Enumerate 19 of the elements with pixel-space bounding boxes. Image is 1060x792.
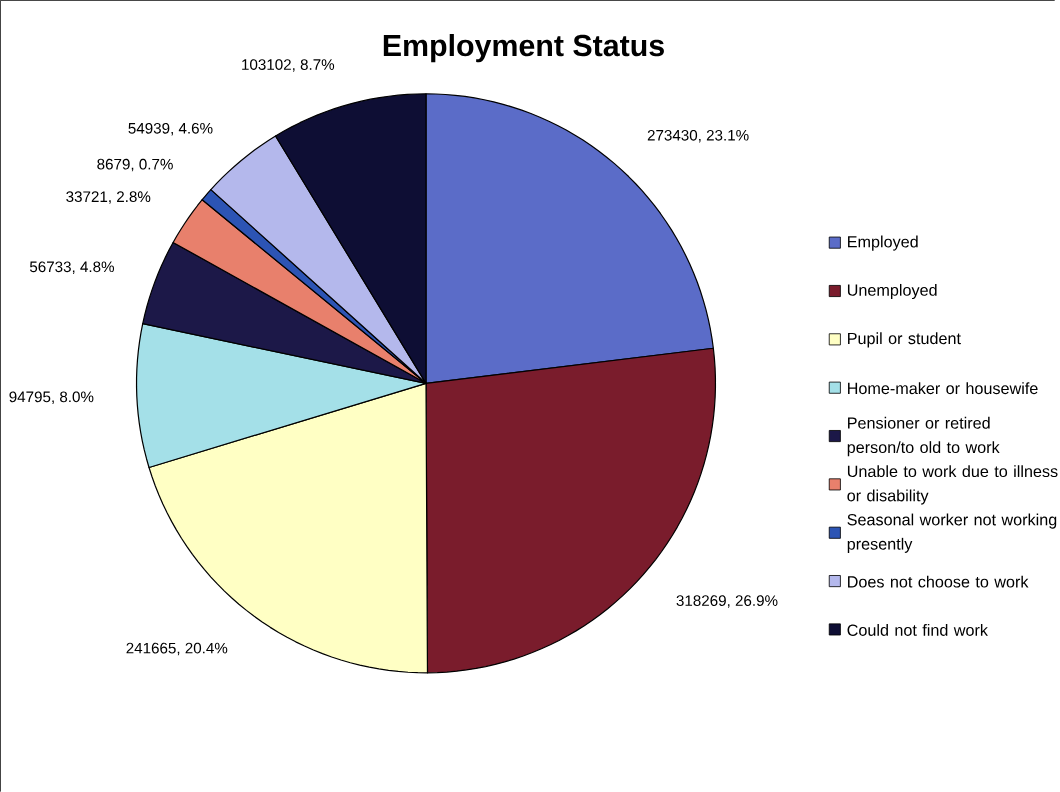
legend-label: Could not find work — [847, 623, 988, 636]
legend-label: Pupil or student — [848, 332, 961, 348]
data-label: 33721, 2.8% — [66, 191, 151, 204]
chart-title: Employment Status — [383, 33, 664, 63]
data-label: 318269, 26.9% — [676, 595, 778, 608]
data-label: 103102, 8.7% — [242, 59, 335, 72]
legend-label: Seasonal worker not working presently — [847, 513, 1057, 553]
data-label: 94795, 8.0% — [9, 391, 94, 404]
data-label: 273430, 23.1% — [647, 129, 749, 143]
legend-label: Does not choose to work — [848, 575, 1029, 588]
data-label: 56733, 4.8% — [29, 261, 115, 274]
data-label: 54939, 4.6% — [128, 122, 213, 136]
data-label: 8679, 0.7% — [97, 158, 173, 172]
legend-label: Pensioner or retired person/to old to work — [847, 416, 1000, 457]
legend-label: Employed — [848, 235, 918, 251]
legend-label: Home-maker or housewife — [848, 382, 1038, 395]
legend-label: Unable to work due to illness or disability — [847, 465, 1058, 505]
data-label: 241665, 20.4% — [126, 642, 228, 656]
legend-label: Unemployed — [847, 283, 937, 300]
